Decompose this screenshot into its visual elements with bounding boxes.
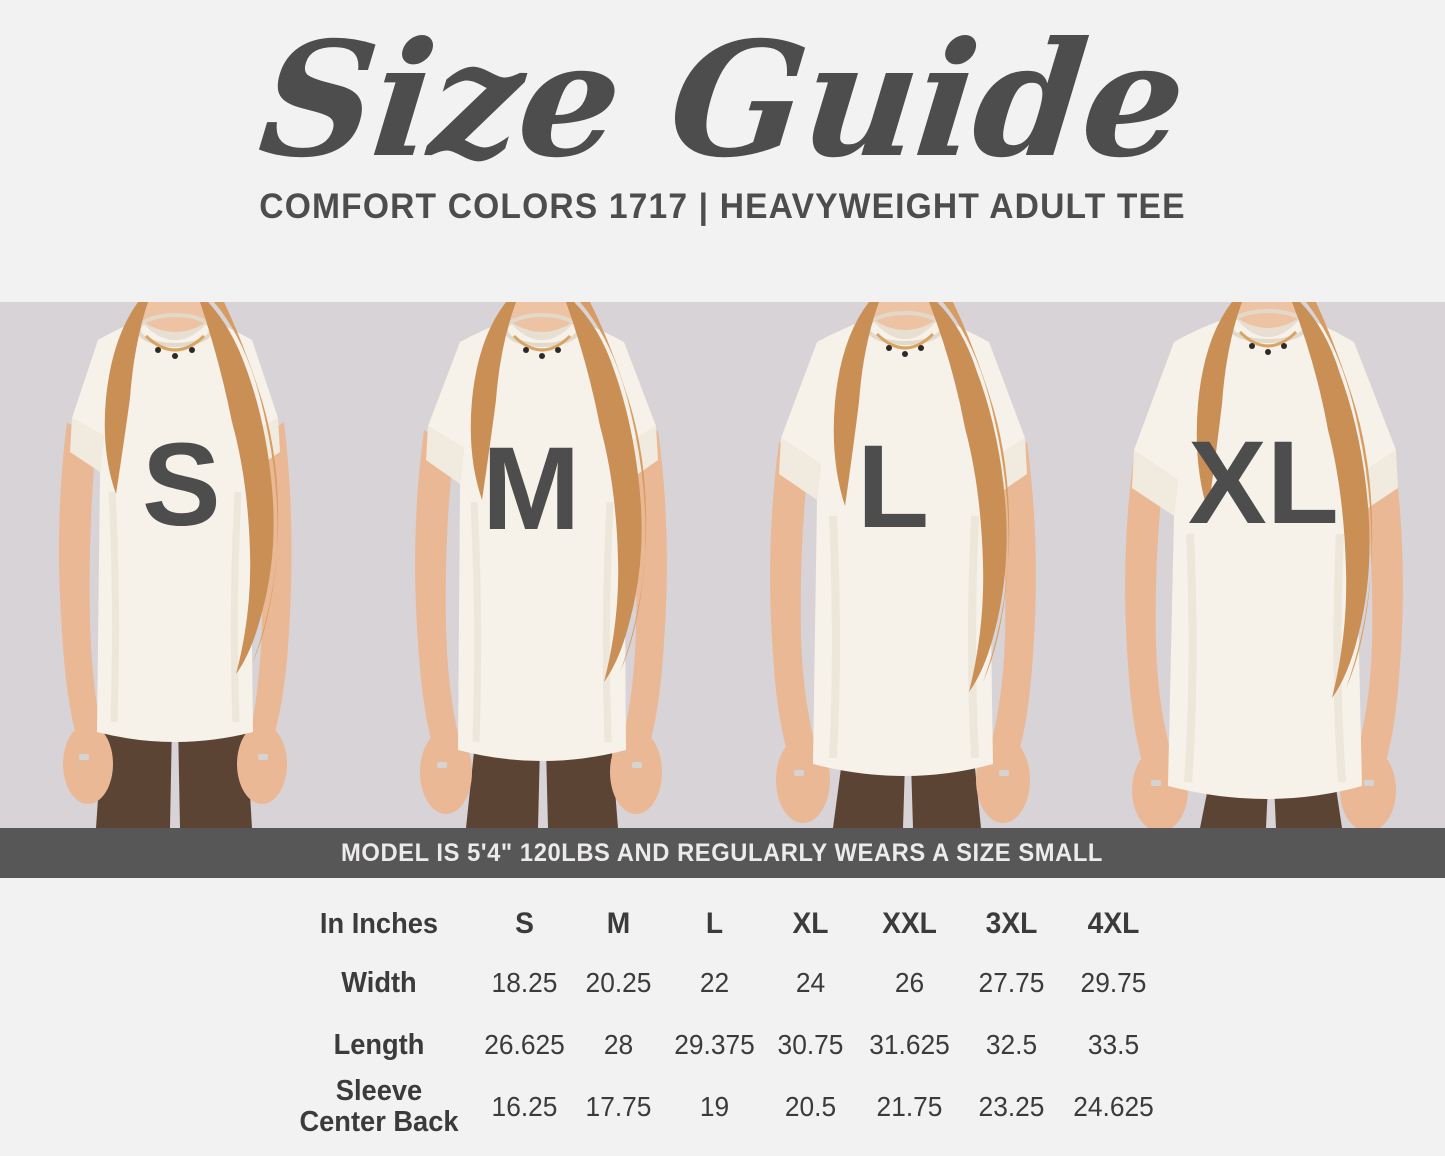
cell-width-m: 20.25 bbox=[585, 967, 652, 998]
header-subtitle: COMFORT COLORS 1717 | HEAVYWEIGHT ADULT … bbox=[259, 187, 1186, 227]
measurements-section: In Inches S M L XL XXL 3XL 4XL Width 18.… bbox=[0, 878, 1445, 1156]
cell-length-l: 29.375 bbox=[674, 1029, 755, 1060]
cell-sleeve-4xl: 24.625 bbox=[1073, 1091, 1154, 1122]
row-label-sleeve: Sleeve Center Back bbox=[286, 1076, 472, 1138]
model-illustration-s bbox=[0, 302, 362, 828]
column-header-xl: XL bbox=[792, 907, 829, 940]
cell-sleeve-3xl: 23.25 bbox=[978, 1091, 1045, 1122]
column-header-4xl: 4XL bbox=[1087, 907, 1140, 940]
cell-width-xl: 24 bbox=[795, 967, 826, 998]
cell-sleeve-xxl: 21.75 bbox=[876, 1091, 943, 1122]
cell-length-3xl: 32.5 bbox=[985, 1029, 1038, 1060]
column-header-3xl: 3XL bbox=[985, 907, 1038, 940]
cell-length-xl: 30.75 bbox=[777, 1029, 844, 1060]
table-header-row: In Inches S M L XL XXL 3XL 4XL bbox=[280, 896, 1165, 952]
cell-sleeve-xl: 20.5 bbox=[784, 1091, 837, 1122]
model-photo-strip: S bbox=[0, 302, 1445, 828]
model-panel-m: M bbox=[362, 302, 723, 828]
table-corner-label: In Inches bbox=[319, 907, 439, 940]
row-label-sleeve-line1: Sleeve bbox=[335, 1075, 423, 1108]
measurements-table: In Inches S M L XL XXL 3XL 4XL Width 18.… bbox=[280, 896, 1165, 1138]
model-panel-s: S bbox=[0, 302, 362, 828]
model-illustration-xl bbox=[1084, 302, 1445, 828]
cell-length-s: 26.625 bbox=[484, 1029, 565, 1060]
table-row-sleeve: Sleeve Center Back 16.25 17.75 19 20.5 2… bbox=[280, 1076, 1165, 1138]
row-label-width: Width bbox=[341, 966, 417, 999]
model-panel-l: L bbox=[723, 302, 1084, 828]
model-info-text: MODEL IS 5'4" 120LBS AND REGULARLY WEARS… bbox=[341, 838, 1104, 867]
cell-length-xxl: 31.625 bbox=[869, 1029, 950, 1060]
cell-width-4xl: 29.75 bbox=[1080, 967, 1147, 998]
header: Size Guide COMFORT COLORS 1717 | HEAVYWE… bbox=[0, 0, 1445, 302]
row-label-sleeve-line2: Center Back bbox=[299, 1106, 459, 1138]
model-info-banner: MODEL IS 5'4" 120LBS AND REGULARLY WEARS… bbox=[0, 828, 1445, 878]
cell-width-3xl: 27.75 bbox=[978, 967, 1045, 998]
cell-width-xxl: 26 bbox=[894, 967, 925, 998]
table-row-length: Length 26.625 28 29.375 30.75 31.625 32.… bbox=[280, 1014, 1165, 1076]
table-row-width: Width 18.25 20.25 22 24 26 27.75 29.75 bbox=[280, 952, 1165, 1014]
column-header-s: S bbox=[515, 907, 534, 940]
cell-length-4xl: 33.5 bbox=[1087, 1029, 1140, 1060]
cell-sleeve-l: 19 bbox=[699, 1091, 730, 1122]
column-header-l: L bbox=[705, 907, 724, 940]
column-header-m: M bbox=[606, 907, 631, 940]
cell-width-s: 18.25 bbox=[491, 967, 558, 998]
column-header-xxl: XXL bbox=[882, 907, 937, 940]
cell-sleeve-s: 16.25 bbox=[491, 1091, 558, 1122]
row-label-length: Length bbox=[333, 1028, 425, 1061]
model-illustration-l bbox=[723, 302, 1084, 828]
model-panel-xl: XL bbox=[1084, 302, 1445, 828]
page-title: Size Guide bbox=[252, 8, 1193, 193]
cell-sleeve-m: 17.75 bbox=[585, 1091, 652, 1122]
cell-length-m: 28 bbox=[603, 1029, 634, 1060]
model-illustration-m bbox=[362, 302, 723, 828]
cell-width-l: 22 bbox=[699, 967, 730, 998]
